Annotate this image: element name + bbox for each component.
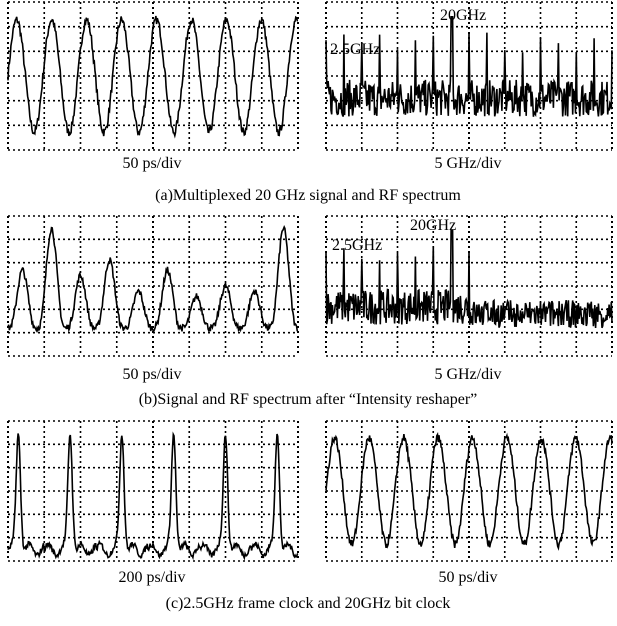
caption: (b)Signal and RF spectrum after “Intensi… [139, 391, 478, 408]
annotation: 2.5GHz [332, 237, 382, 254]
scale-label: 50 ps/div [122, 155, 181, 172]
trace [7, 224, 299, 333]
plot-grid [7, 420, 299, 562]
trace [325, 15, 613, 118]
trace [325, 229, 613, 329]
scale-label: 5 GHz/div [434, 366, 501, 383]
caption: (a)Multiplexed 20 GHz signal and RF spec… [155, 187, 461, 204]
annotation: 20GHz [440, 7, 486, 24]
scale-label: 50 ps/div [122, 366, 181, 383]
trace [7, 15, 299, 139]
annotation: 20GHz [410, 217, 456, 234]
scale-label: 5 GHz/div [434, 155, 501, 172]
scale-label: 50 ps/div [438, 569, 497, 586]
trace [325, 431, 613, 551]
plot-grid [7, 215, 299, 357]
scale-label: 200 ps/div [118, 569, 185, 586]
trace [7, 431, 299, 561]
caption: (c)2.5GHz frame clock and 20GHz bit cloc… [166, 595, 451, 612]
annotation: 2.5GHz [330, 41, 380, 58]
plot-grid [325, 420, 613, 562]
